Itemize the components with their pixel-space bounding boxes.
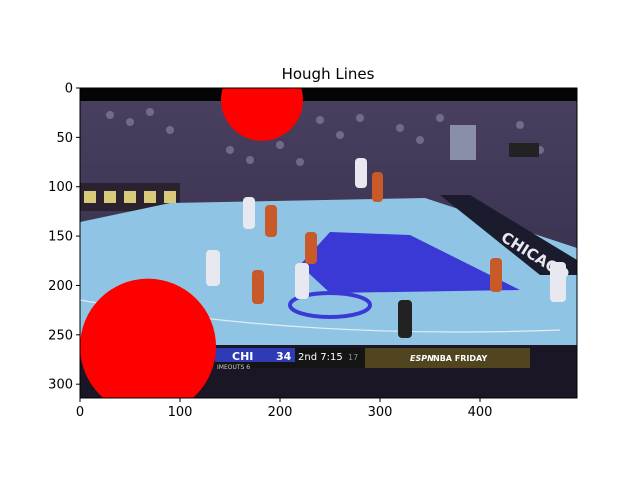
y-tick-label: 150 [48,230,73,245]
hough-circle-1 [221,88,303,141]
player-orange-4 [490,258,502,292]
center-logo [288,291,372,319]
backboard [450,125,476,160]
timeouts: IMEOUTS 6 [217,364,250,371]
player-white-2 [295,263,309,299]
program-block [365,348,530,368]
axes-frame [79,87,578,399]
social-icons [84,191,176,203]
y-tick-label: 300 [48,378,73,393]
crowd-texture [106,108,544,166]
player-orange-3 [305,232,317,264]
y-tick-label: 50 [56,131,73,146]
y-tick-label: 100 [48,180,73,195]
nba-logo-box [509,143,539,157]
x-axis: 0 100 200 300 400 [76,398,493,420]
team-block [215,348,295,362]
player-white-3 [243,197,255,229]
player-orange-1 [252,270,264,304]
shot-clock: 17 [348,353,358,362]
scoreboard: CHI 34 IMEOUTS 6 2nd 7:15 17 ESPN NBA FR… [215,348,530,371]
top-black-band [80,88,577,101]
x-tick-label: 100 [168,405,193,420]
x-tick-label: 300 [368,405,393,420]
x-tick-label: 400 [468,405,493,420]
player-white-1 [206,250,220,286]
player-white-5 [550,262,566,302]
player-orange-5 [372,172,383,202]
y-tick-label: 200 [48,279,73,294]
game-clock: 2nd 7:15 [298,352,343,363]
y-axis: 0 50 100 150 200 250 300 [48,82,80,393]
chart-title: Hough Lines [282,65,375,83]
y-tick-label: 0 [65,82,73,97]
network-logo: ESPN [410,354,434,363]
hough-circle-2 [80,278,216,398]
baseline-strip [440,195,577,275]
program-name: NBA FRIDAY [433,354,487,363]
image-axes: CHICAGO CHI 34 IMEOUTS [80,88,577,398]
referee [398,300,412,338]
team-score: 34 [276,350,292,363]
x-tick-label: 200 [268,405,293,420]
player-orange-2 [265,205,277,237]
x-tick-label: 0 [76,405,84,420]
paint-area [300,232,520,293]
hough-circles [80,88,303,398]
team-name: CHI [232,350,253,363]
players [206,158,566,338]
player-white-4 [355,158,367,188]
y-tick-label: 250 [48,328,73,343]
